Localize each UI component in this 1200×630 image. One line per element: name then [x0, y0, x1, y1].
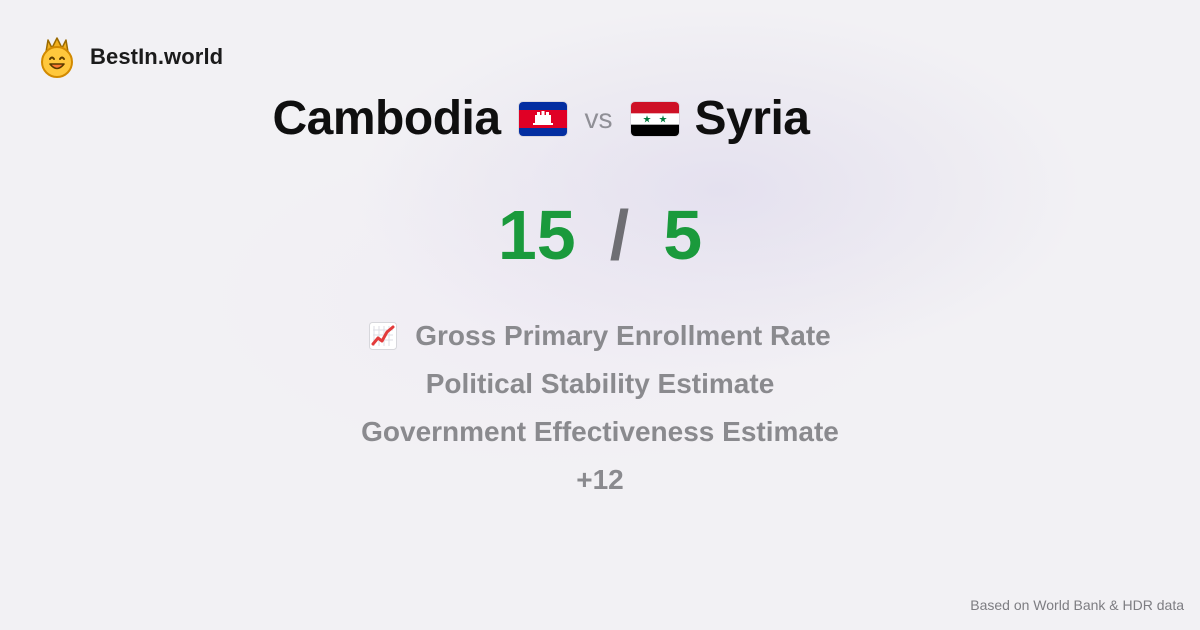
chart-increasing-icon	[369, 322, 398, 350]
left-country-name: Cambodia	[272, 92, 502, 145]
metric-row: Gross Primary Enrollment Rate	[369, 312, 831, 360]
metric-row: Government Effectiveness Estimate	[361, 408, 839, 456]
metric-label: Government Effectiveness Estimate	[361, 416, 839, 447]
brand[interactable]: BestIn.world	[38, 34, 223, 80]
brand-name[interactable]: BestIn.world	[90, 44, 224, 69]
data-source-note: Based on World Bank & HDR data	[970, 597, 1184, 613]
crown-smiley-icon	[41, 37, 73, 78]
score-separator: /	[609, 196, 630, 274]
metric-row: Political Stability Estimate	[426, 360, 775, 408]
metric-more-label: +12	[576, 464, 624, 495]
vs-label: vs	[584, 103, 613, 134]
comparison-title: Cambodia vs Syria	[0, 84, 1141, 154]
metric-label: Political Stability Estimate	[425, 368, 775, 399]
right-score: 5	[663, 196, 703, 274]
score: 15 / 5	[0, 190, 1200, 280]
metric-label: Gross Primary Enrollment Rate	[415, 320, 831, 351]
cambodia-flag-icon	[518, 102, 567, 136]
left-score: 15	[497, 196, 576, 274]
syria-flag-icon	[630, 102, 679, 136]
metrics-list: Gross Primary Enrollment Rate Political …	[0, 312, 1200, 504]
right-country-name: Syria	[694, 92, 810, 145]
metric-more-count: +12	[576, 456, 624, 504]
